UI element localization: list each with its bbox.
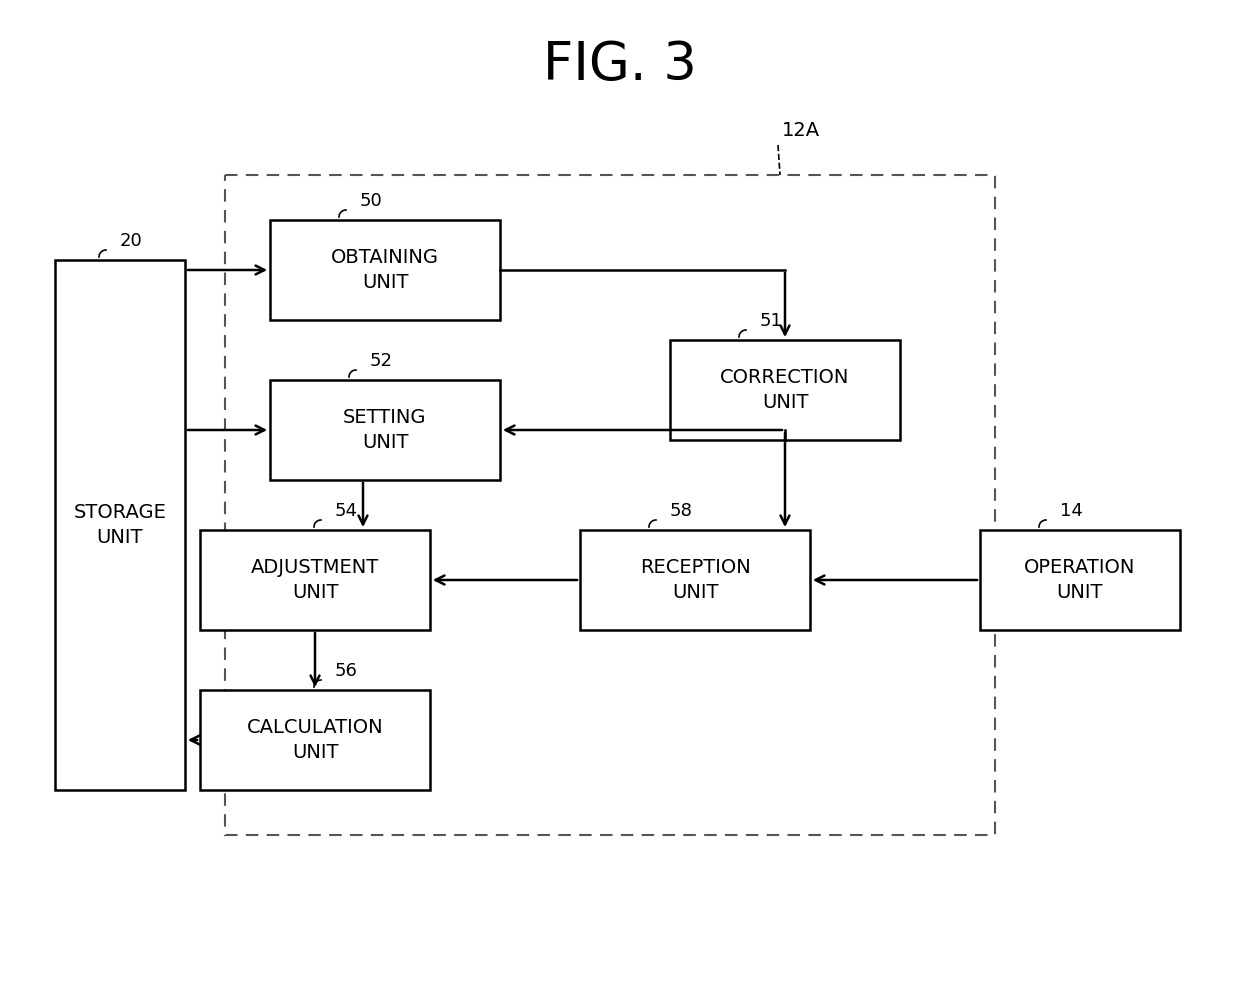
Text: CALCULATION
UNIT: CALCULATION UNIT: [247, 718, 383, 762]
Bar: [200, 530, 430, 630]
Text: 58: 58: [670, 502, 693, 520]
Bar: [270, 380, 500, 480]
Bar: [200, 690, 430, 790]
Text: 50: 50: [360, 192, 383, 210]
Text: CORRECTION
UNIT: CORRECTION UNIT: [720, 368, 849, 412]
Bar: [580, 530, 810, 630]
Text: 12A: 12A: [782, 121, 820, 140]
Text: 56: 56: [335, 662, 358, 680]
Bar: [980, 530, 1180, 630]
Text: OPERATION
UNIT: OPERATION UNIT: [1024, 558, 1136, 602]
Text: 14: 14: [1060, 502, 1083, 520]
Text: ADJUSTMENT
UNIT: ADJUSTMENT UNIT: [250, 558, 379, 602]
Text: 54: 54: [335, 502, 358, 520]
Text: STORAGE
UNIT: STORAGE UNIT: [73, 504, 166, 547]
Text: FIG. 3: FIG. 3: [543, 39, 697, 91]
Text: SETTING
UNIT: SETTING UNIT: [343, 408, 427, 452]
Text: 52: 52: [370, 352, 393, 370]
Text: 20: 20: [120, 232, 143, 250]
Text: OBTAINING
UNIT: OBTAINING UNIT: [331, 248, 439, 292]
Text: 51: 51: [760, 312, 782, 330]
Bar: [270, 220, 500, 320]
Bar: [224, 175, 994, 835]
Text: RECEPTION
UNIT: RECEPTION UNIT: [640, 558, 750, 602]
Bar: [670, 340, 900, 440]
Bar: [55, 260, 185, 790]
